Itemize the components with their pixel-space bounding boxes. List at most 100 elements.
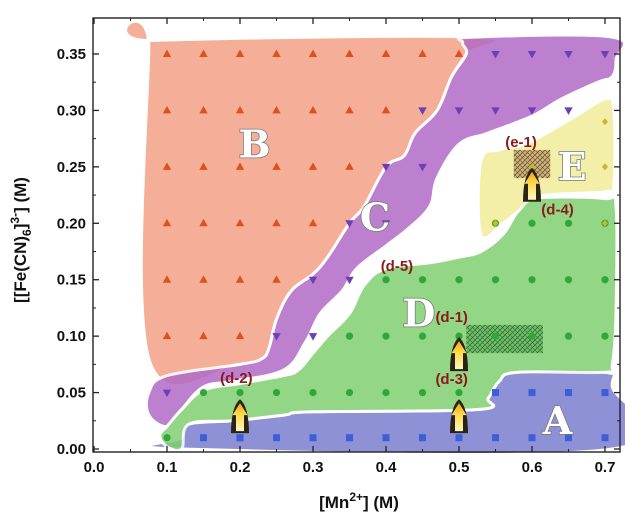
data-point-a [601, 389, 609, 397]
data-point-c [381, 163, 391, 172]
x-tick-label: 0.4 [376, 459, 398, 476]
data-point-b [418, 49, 427, 57]
x-tick-label: 0.0 [84, 459, 105, 476]
hatch-layer [466, 149, 551, 354]
data-point-c [381, 220, 391, 228]
data-point-b [345, 49, 354, 57]
regions-layer [124, 19, 625, 456]
data-point-c [418, 163, 427, 172]
data-point-b [235, 331, 245, 340]
data-point-c [272, 333, 281, 341]
region-label-d: D [402, 291, 435, 336]
data-point-d [345, 388, 354, 397]
annotation-label: (d-1) [435, 309, 468, 326]
data-point-c [418, 107, 427, 115]
data-point-b [308, 218, 318, 227]
y-tick-label: 0.00 [57, 441, 86, 458]
data-point-d [528, 219, 536, 227]
data-point-b [235, 162, 245, 170]
data-point-b [308, 105, 318, 114]
y-tick-label: 0.10 [57, 328, 86, 345]
data-point-e [602, 163, 608, 171]
data-point-c [345, 220, 354, 228]
data-point-e [529, 163, 535, 171]
data-point-d [345, 332, 354, 340]
y-tick-label: 0.15 [57, 272, 86, 289]
y-tick-label: 0.25 [57, 159, 86, 176]
y-tick-label: 0.30 [57, 102, 86, 119]
data-point-b [162, 275, 172, 283]
data-point-d [455, 276, 463, 284]
data-point-b [345, 162, 354, 170]
data-point-c [564, 51, 573, 59]
data-point-a [200, 434, 207, 442]
data-point-d [382, 332, 390, 340]
data-point-a [565, 434, 572, 442]
data-point-d [601, 276, 609, 284]
region-label-e: E [558, 144, 587, 189]
data-point-b [235, 218, 245, 227]
data-point-e [492, 219, 499, 227]
data-point-d [382, 388, 390, 397]
data-point-b [272, 49, 281, 57]
data-point-d [528, 332, 536, 340]
data-point-e [565, 163, 572, 171]
data-point-b [235, 49, 245, 57]
x-tick-label: 0.3 [303, 459, 324, 476]
x-tick-label: 0.6 [522, 459, 543, 476]
y-tick-label: 0.05 [57, 385, 86, 402]
data-point-a [419, 434, 426, 442]
data-point-b [235, 275, 245, 283]
data-point-d [601, 332, 609, 340]
data-point-b [381, 49, 391, 57]
region-label-b: B [239, 121, 271, 166]
data-point-a [565, 389, 572, 397]
data-point-c [162, 389, 172, 398]
data-point-d [491, 276, 500, 284]
data-point-e [602, 219, 608, 227]
data-point-b [162, 331, 172, 340]
data-point-b [199, 105, 208, 114]
data-point-b [308, 162, 318, 170]
annotation-label: (d-2) [220, 370, 253, 387]
data-point-b [272, 105, 281, 114]
annotation-label: (d-4) [541, 202, 574, 219]
x-tick-label: 0.5 [449, 459, 470, 476]
data-point-a [309, 434, 317, 442]
data-point-b [199, 218, 208, 227]
data-point-d [236, 388, 244, 397]
data-point-b [162, 162, 172, 170]
data-point-d [272, 388, 281, 397]
data-point-d [309, 388, 317, 397]
x-tick-label: 0.7 [595, 459, 616, 476]
data-point-b [162, 218, 172, 227]
data-point-b [162, 105, 172, 114]
data-point-d [418, 388, 427, 397]
data-point-b [308, 49, 318, 57]
data-point-d [382, 276, 390, 284]
y-axis-title: [[Fe(CN)6]3-] (M) [8, 177, 34, 303]
data-point-c [308, 276, 318, 285]
x-tick-label: 0.2 [230, 459, 251, 476]
annotation-label: (d-5) [381, 258, 414, 275]
plot-frame [92, 17, 621, 453]
data-point-a [455, 434, 463, 442]
data-point-c [454, 107, 464, 115]
data-point-c [491, 51, 500, 59]
points-layer [162, 49, 610, 442]
transition-arrow [231, 399, 249, 434]
data-point-b [235, 105, 245, 114]
annotation-label: (d-3) [435, 371, 468, 388]
data-point-d [163, 434, 171, 442]
data-point-d [418, 276, 427, 284]
x-tick-label: 0.1 [157, 459, 178, 476]
data-point-d [528, 276, 536, 284]
data-point-c [491, 107, 500, 115]
data-point-d [564, 219, 573, 227]
data-point-b [272, 162, 281, 170]
data-point-d [491, 332, 500, 340]
data-point-d [564, 276, 573, 284]
data-point-c [345, 276, 354, 285]
